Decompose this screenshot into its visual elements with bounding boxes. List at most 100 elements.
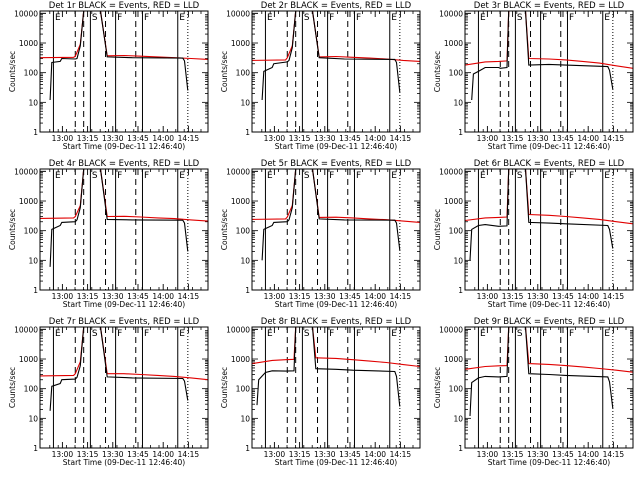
plot-frame [251, 168, 421, 291]
event-marker: S [92, 13, 98, 23]
y-tick-label: 1 [458, 128, 463, 137]
x-axis-label: Start Time (09-Dec-11 12:46:40) [63, 142, 185, 151]
series-events-line [469, 327, 614, 417]
event-marker: E [267, 171, 273, 181]
y-tick-label: 10 [453, 256, 463, 265]
y-tick-label: 1 [33, 444, 38, 453]
series-events-line [49, 327, 189, 411]
y-tick-label: 10000 [439, 325, 463, 334]
event-marker: S [517, 171, 523, 181]
panel-1: Det 1r BLACK = Events, RED = LLD 1 10 100 10… [8, 1, 209, 151]
y-tick-label: 1000 [19, 39, 38, 48]
y-tick-label: 1000 [19, 355, 38, 364]
x-tick-label: 14:15 [390, 134, 412, 143]
x-tick-label: 13:30 [314, 450, 336, 459]
x-tick-label: 13:15 [502, 292, 524, 301]
y-tick-label: 10 [240, 256, 250, 265]
x-tick-label: 14:00 [364, 134, 386, 143]
y-tick-label: 100 [449, 385, 464, 394]
event-marker: F [542, 13, 547, 23]
y-tick-label: 1 [458, 444, 463, 453]
event-marker: E [55, 171, 61, 181]
plot-frame [251, 326, 421, 449]
x-tick-label: 14:00 [577, 292, 599, 301]
panel-title: Det 2r BLACK = Events, RED = LLD [261, 1, 412, 11]
plot-frame [39, 326, 209, 449]
y-tick-label: 1 [245, 444, 250, 453]
event-marker: F [569, 329, 574, 339]
event-marker: E [179, 329, 185, 339]
x-tick-label: 14:15 [390, 292, 412, 301]
y-tick-label: 100 [449, 227, 464, 236]
x-tick-label: 13:30 [102, 450, 124, 459]
x-tick-label: 13:45 [552, 292, 574, 301]
x-tick-label: 13:15 [77, 292, 99, 301]
y-tick-label: 10 [453, 414, 463, 423]
event-marker: E [480, 171, 486, 181]
y-tick-label: 1 [245, 286, 250, 295]
y-tick-label: 1 [33, 286, 38, 295]
x-tick-label: 13:15 [77, 134, 99, 143]
event-marker: E [179, 171, 185, 181]
y-axis-label: Counts/sec [8, 367, 17, 408]
event-marker: E [391, 329, 397, 339]
y-axis-label: Counts/sec [433, 209, 442, 250]
panel-9: Det 9r BLACK = Events, RED = LLD 1 10 100 10… [433, 317, 634, 467]
y-tick-label: 1000 [444, 39, 463, 48]
x-axis-label: Start Time (09-Dec-11 12:46:40) [488, 458, 610, 467]
y-tick-label: 10000 [14, 9, 38, 18]
panel-3: Det 3r BLACK = Events, RED = LLD 1 10 100 10… [433, 1, 634, 151]
y-tick-label: 10 [240, 414, 250, 423]
x-tick-label: 13:15 [289, 134, 311, 143]
y-tick-label: 100 [24, 385, 39, 394]
panel-title: Det 3r BLACK = Events, RED = LLD [474, 1, 625, 11]
event-marker: F [144, 171, 149, 181]
x-tick-label: 13:15 [502, 450, 524, 459]
plot-frame [39, 168, 209, 291]
panel-6: Det 6r BLACK = Events, RED = LLD 1 10 100 10… [433, 159, 634, 309]
x-tick-label: 14:15 [178, 134, 200, 143]
event-marker: E [55, 13, 61, 23]
event-marker: E [267, 329, 273, 339]
panel-title: Det 1r BLACK = Events, RED = LLD [49, 1, 200, 11]
series-lld-line [465, 327, 633, 373]
panel-8: Det 8r BLACK = Events, RED = LLD 1 10 100 10… [220, 317, 421, 467]
x-axis-label: Start Time (09-Dec-11 12:46:40) [63, 458, 185, 467]
event-marker: F [117, 171, 122, 181]
event-marker: F [329, 171, 334, 181]
x-tick-label: 13:30 [102, 134, 124, 143]
series-events-line [49, 169, 189, 267]
x-tick-label: 13:00 [52, 134, 74, 143]
plot-frame [464, 10, 634, 133]
x-tick-label: 14:00 [152, 134, 174, 143]
x-tick-label: 13:30 [527, 450, 549, 459]
y-axis-label: Counts/sec [220, 51, 229, 92]
plot-frame [464, 168, 634, 291]
y-tick-label: 100 [236, 227, 251, 236]
y-tick-label: 1000 [231, 355, 250, 364]
y-axis-label: Counts/sec [8, 51, 17, 92]
x-axis-label: Start Time (09-Dec-11 12:46:40) [488, 300, 610, 309]
x-tick-label: 14:00 [577, 134, 599, 143]
panel-7: Det 7r BLACK = Events, RED = LLD 1 10 100 10… [8, 317, 209, 467]
x-axis-label: Start Time (09-Dec-11 12:46:40) [488, 142, 610, 151]
y-axis-label: Counts/sec [8, 209, 17, 250]
series-events-line [469, 169, 614, 261]
x-tick-label: 14:15 [390, 450, 412, 459]
x-tick-label: 13:30 [527, 134, 549, 143]
x-tick-label: 14:15 [603, 450, 625, 459]
x-tick-label: 13:00 [264, 292, 286, 301]
x-tick-label: 13:00 [264, 134, 286, 143]
plot-frame [251, 10, 421, 133]
panel-2: Det 2r BLACK = Events, RED = LLD 1 10 100 10… [220, 1, 421, 151]
x-tick-label: 13:15 [289, 450, 311, 459]
x-tick-label: 14:15 [603, 134, 625, 143]
y-tick-label: 10000 [226, 325, 250, 334]
y-axis-label: Counts/sec [220, 209, 229, 250]
x-tick-label: 13:00 [52, 292, 74, 301]
x-tick-label: 13:00 [264, 450, 286, 459]
y-tick-label: 1000 [19, 197, 38, 206]
event-marker: F [356, 171, 361, 181]
event-marker: E [480, 13, 486, 23]
